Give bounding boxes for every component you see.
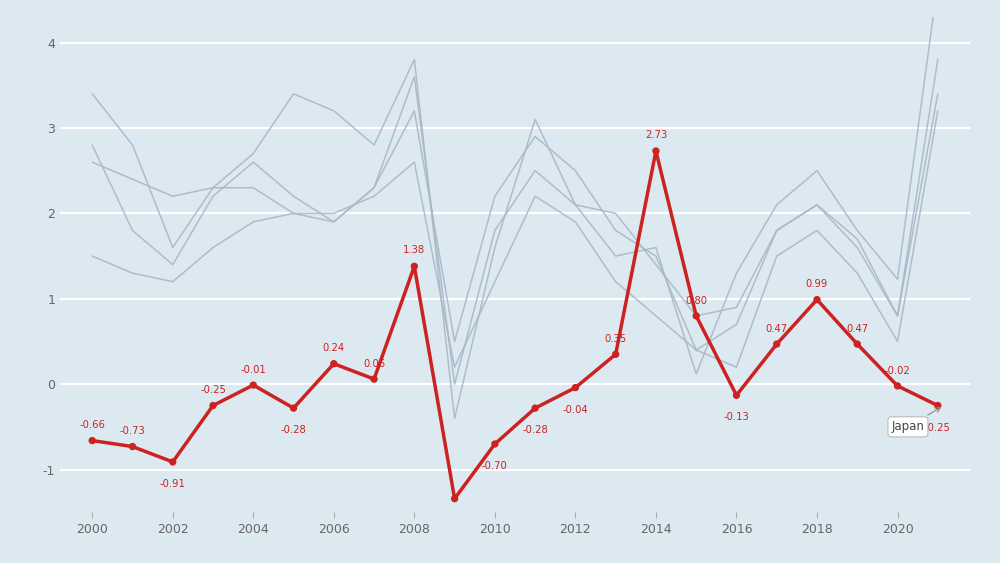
Text: 0.47: 0.47 xyxy=(846,324,868,334)
Point xyxy=(487,440,503,449)
Point xyxy=(527,404,543,413)
Text: -0.25: -0.25 xyxy=(200,385,226,395)
Text: Japan: Japan xyxy=(891,408,940,434)
Point xyxy=(84,436,100,445)
Text: -0.01: -0.01 xyxy=(240,365,266,375)
Point xyxy=(245,381,261,390)
Text: 0.80: 0.80 xyxy=(685,296,707,306)
Text: -0.04: -0.04 xyxy=(563,405,588,415)
Text: -0.70: -0.70 xyxy=(482,461,508,471)
Point xyxy=(608,350,624,359)
Text: -0.13: -0.13 xyxy=(724,412,749,422)
Point xyxy=(124,442,140,451)
Text: -0.73: -0.73 xyxy=(120,426,145,436)
Point xyxy=(366,374,382,383)
Point xyxy=(165,457,181,466)
Point xyxy=(728,391,744,400)
Text: 2.73: 2.73 xyxy=(645,130,667,140)
Point xyxy=(326,359,342,368)
Text: -0.02: -0.02 xyxy=(885,365,910,376)
Text: -0.91: -0.91 xyxy=(160,479,186,489)
Text: -1.34: -1.34 xyxy=(0,562,1,563)
Point xyxy=(286,404,302,413)
Text: 0.99: 0.99 xyxy=(806,279,828,289)
Text: -0.25: -0.25 xyxy=(925,423,951,432)
Point xyxy=(809,295,825,304)
Text: -0.66: -0.66 xyxy=(79,421,105,430)
Point xyxy=(849,339,865,348)
Text: -0.28: -0.28 xyxy=(522,425,548,435)
Point xyxy=(567,383,583,392)
Point xyxy=(769,339,785,348)
Text: 1.38: 1.38 xyxy=(403,245,425,255)
Point xyxy=(688,311,704,320)
Point xyxy=(648,146,664,155)
Text: 0.06: 0.06 xyxy=(363,359,385,369)
Text: 0.35: 0.35 xyxy=(605,334,627,344)
Text: -0.28: -0.28 xyxy=(281,425,306,435)
Point xyxy=(930,401,946,410)
Point xyxy=(890,381,906,390)
Point xyxy=(447,494,463,503)
Text: 0.24: 0.24 xyxy=(323,343,345,354)
Point xyxy=(406,262,422,271)
Point xyxy=(205,401,221,410)
Text: 0.47: 0.47 xyxy=(766,324,788,334)
